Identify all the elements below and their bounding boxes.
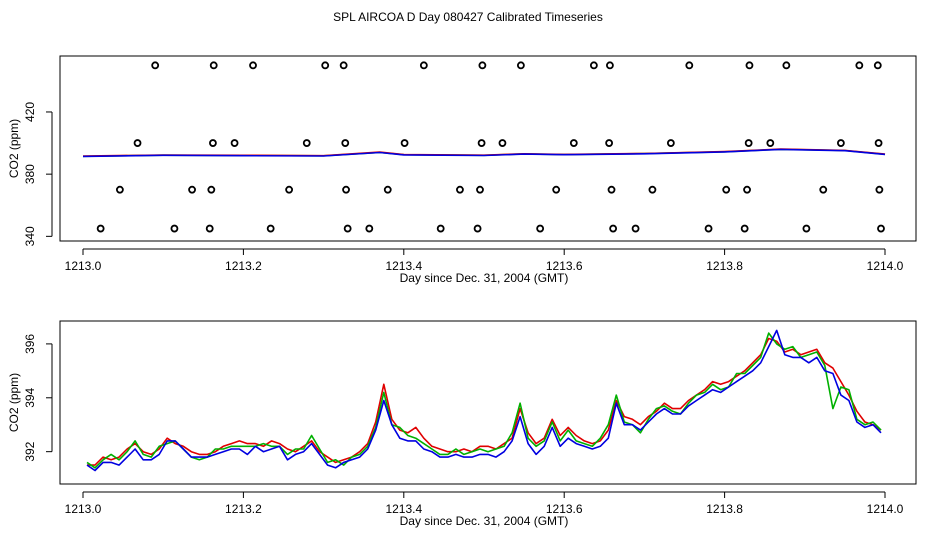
y-tick-label: 420 [23,102,37,122]
data-point [302,139,311,147]
series-line-3 [86,329,882,472]
data-point [400,139,409,147]
data-point [648,185,657,194]
data-point [170,224,179,233]
data-point [766,139,775,147]
x-tick-label: 1214.0 [867,259,904,273]
data-point [473,224,482,233]
data-point [722,185,731,194]
y-tick-label: 396 [23,334,37,354]
data-point [552,185,561,194]
data-point [536,224,545,233]
data-point [230,139,239,147]
data-point [342,185,350,194]
data-point [704,224,713,233]
data-point [209,61,218,70]
x-axis-label: Day since Dec. 31, 2004 (GMT) [400,271,569,285]
data-point [339,61,348,70]
data-point [740,224,749,233]
data-point [96,224,105,233]
x-tick-label: 1213.0 [65,502,102,516]
x-tick-label: 1213.8 [706,502,743,516]
series-line-3 [82,148,886,158]
x-tick-label: 1213.8 [706,259,743,273]
y-tick-label: 340 [23,226,37,246]
series-line-1 [87,337,882,466]
data-point [249,61,257,70]
plot-frame-2 [59,320,917,485]
data-point [321,61,330,70]
series-line-2 [86,332,882,469]
x-tick-label: 1213.4 [385,259,422,273]
data-point [802,224,811,233]
data-point [873,61,882,70]
data-point [607,185,616,194]
data-point [436,224,445,233]
page-title: SPL AIRCOA D Day 080427 Calibrated Times… [333,10,603,24]
data-point [685,61,694,70]
data-point [419,61,428,70]
y-tick-label: 394 [23,387,37,407]
data-point [477,139,486,147]
data-point [782,61,791,70]
x-tick-label: 1213.6 [546,259,583,273]
data-point [456,185,464,194]
data-point [744,139,753,147]
data-point [745,61,754,70]
data-point [341,139,350,147]
data-point [877,224,885,233]
data-point [855,61,864,70]
data-point [207,185,216,194]
y-tick-label: 392 [23,441,37,461]
y-axis-label: CO2 (ppm) [7,119,21,178]
data-point [875,185,884,194]
data-point [365,224,374,233]
data-point [478,61,487,70]
data-point [343,224,352,233]
data-point [133,139,142,147]
data-point [743,185,751,194]
data-point [188,185,196,194]
x-tick-label: 1214.0 [867,502,904,516]
x-tick-label: 1213.2 [225,502,262,516]
x-tick-label: 1213.0 [65,259,102,273]
data-point [285,185,294,194]
data-point [383,185,392,194]
data-point [589,61,598,70]
data-point [205,224,214,233]
x-axis-label: Day since Dec. 31, 2004 (GMT) [400,514,569,528]
plot-frame-1 [59,55,917,242]
x-tick-label: 1213.6 [546,502,583,516]
data-point [606,61,614,70]
data-point [631,224,640,233]
x-tick-label: 1213.4 [385,502,422,516]
data-point [151,61,160,70]
x-tick-label: 1213.2 [225,259,262,273]
data-point [819,185,828,194]
y-axis-label: CO2 (ppm) [7,373,21,432]
data-point [209,139,217,147]
data-point [874,139,883,147]
data-point [569,139,578,147]
data-point [115,185,124,194]
data-point [498,139,507,147]
data-point [609,224,618,233]
data-point [605,139,614,147]
data-point [836,139,845,147]
data-point [666,139,675,147]
data-point [476,185,484,194]
y-tick-label: 380 [23,164,37,184]
data-point [266,224,275,233]
data-point [516,61,525,70]
